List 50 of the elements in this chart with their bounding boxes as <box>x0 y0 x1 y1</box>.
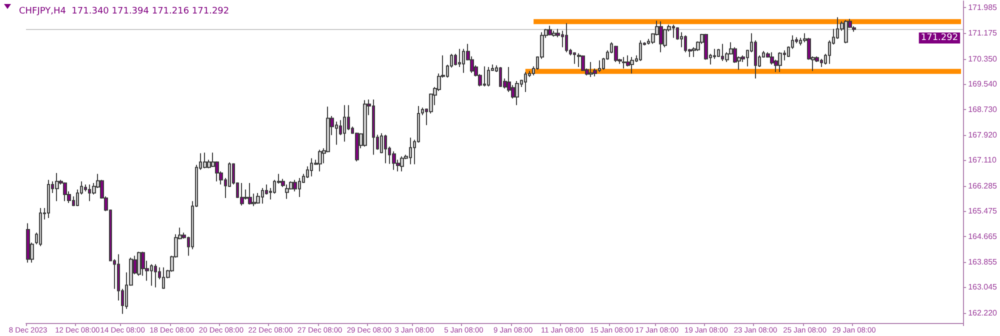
y-tick-label: 163.855 <box>968 257 998 266</box>
candlestick <box>26 222 30 264</box>
y-tick-label: 167.110 <box>968 156 997 165</box>
candlestick <box>717 48 720 58</box>
candlestick <box>203 152 207 169</box>
candlestick <box>47 179 50 218</box>
y-tick-label: 163.045 <box>968 282 998 292</box>
candlestick <box>659 20 663 53</box>
y-tick-label: 165.475 <box>968 206 998 216</box>
candlestick <box>487 66 490 87</box>
candlestick <box>154 264 157 288</box>
candlestick <box>318 149 322 172</box>
y-tick-label: 167.920 <box>968 130 998 140</box>
candlestick <box>581 54 585 72</box>
y-tick-label: 169.540 <box>968 80 998 89</box>
y-tick-label: 164.665 <box>968 232 998 242</box>
candlestick <box>778 52 782 72</box>
candlestick <box>63 182 67 202</box>
candlestick <box>384 134 387 164</box>
candlestick <box>622 56 626 70</box>
candlestick <box>565 22 568 53</box>
y-tick-label: 166.285 <box>968 181 998 190</box>
candlestick <box>137 251 141 276</box>
candlestick <box>39 207 42 247</box>
candlestick <box>515 80 519 106</box>
y-tick-label: 171.985 <box>968 3 998 12</box>
y-tick-label: 171.175 <box>968 28 998 38</box>
candlestick <box>392 150 396 170</box>
y-tick-label: 170.350 <box>968 54 998 64</box>
text: CHFJPY,H4 171.340 171.394 171.216 171.292 <box>19 6 230 16</box>
y-tick-label: 162.220 <box>968 308 998 318</box>
candlestick <box>454 53 457 66</box>
candlestick <box>704 33 708 60</box>
candlestick <box>240 182 244 206</box>
candlestick <box>55 172 59 202</box>
candlestick <box>363 100 367 148</box>
candlestick <box>630 56 634 74</box>
y-tick-label: 168.730 <box>968 104 998 114</box>
ref-line-label: 171.292 <box>920 32 958 43</box>
candlestick <box>343 104 346 142</box>
candlestick <box>614 45 618 62</box>
candlestick <box>577 52 581 68</box>
candlestick <box>589 61 593 78</box>
candlestick <box>400 156 404 172</box>
candlestick <box>248 182 252 206</box>
candlestick <box>639 40 642 62</box>
candlestick <box>548 25 552 36</box>
candlestick <box>573 52 576 64</box>
candlestick <box>256 192 260 204</box>
candlestick <box>524 71 527 92</box>
